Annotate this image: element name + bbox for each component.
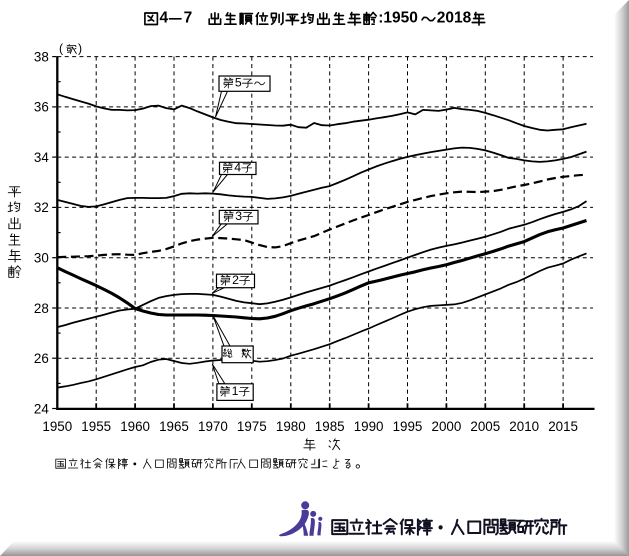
- svg-text:7: 7: [184, 10, 193, 27]
- svg-text:24: 24: [34, 401, 49, 416]
- svg-text:26: 26: [34, 351, 49, 366]
- svg-text:2: 2: [232, 273, 239, 287]
- svg-text:2000: 2000: [432, 419, 462, 434]
- svg-text:2015: 2015: [548, 419, 578, 434]
- svg-text:32: 32: [34, 200, 49, 215]
- svg-text:30: 30: [34, 251, 49, 266]
- svg-text:36: 36: [34, 100, 49, 115]
- svg-text:1980: 1980: [276, 419, 306, 434]
- svg-text:1990: 1990: [354, 419, 384, 434]
- svg-text::1950: :1950: [378, 10, 418, 27]
- svg-text:4: 4: [160, 10, 169, 27]
- svg-text:5: 5: [235, 76, 242, 90]
- svg-text:1960: 1960: [120, 419, 150, 434]
- svg-text:): ): [78, 42, 82, 56]
- svg-text:2018: 2018: [437, 10, 472, 27]
- svg-text:1: 1: [232, 384, 239, 398]
- svg-text:34: 34: [34, 150, 49, 165]
- svg-text:28: 28: [34, 301, 49, 316]
- svg-text:1975: 1975: [237, 419, 267, 434]
- svg-text:1950: 1950: [42, 419, 72, 434]
- svg-text:2010: 2010: [509, 419, 539, 434]
- svg-text:4: 4: [234, 160, 241, 174]
- svg-text:38: 38: [34, 49, 49, 64]
- svg-text:1985: 1985: [315, 419, 345, 434]
- svg-text:1970: 1970: [198, 419, 228, 434]
- svg-text:(: (: [59, 42, 63, 56]
- svg-text:1955: 1955: [81, 419, 111, 434]
- svg-text:1995: 1995: [393, 419, 423, 434]
- svg-text:2005: 2005: [470, 419, 500, 434]
- svg-text:3: 3: [235, 209, 242, 223]
- svg-text:1965: 1965: [159, 419, 189, 434]
